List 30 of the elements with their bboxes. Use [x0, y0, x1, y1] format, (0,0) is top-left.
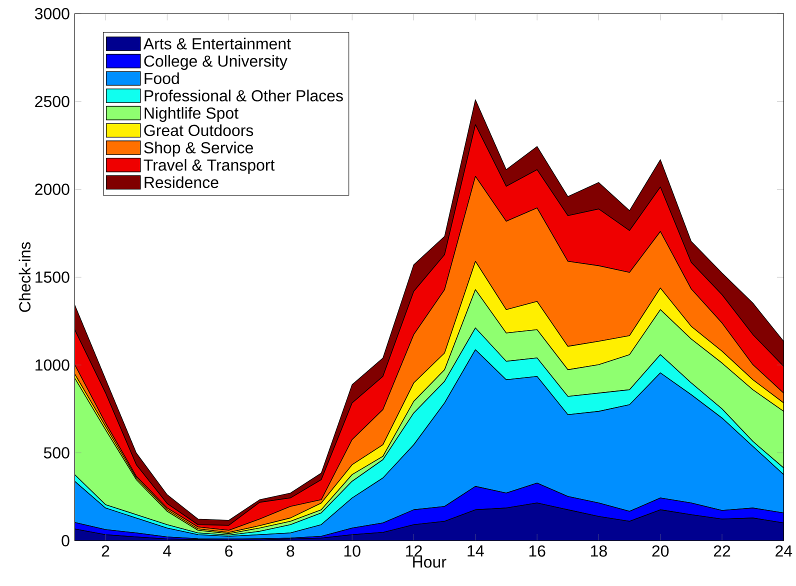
x-tick-label: 14 [468, 545, 484, 556]
x-axis-title: Hour [413, 556, 446, 568]
y-tick-label: 1500 [36, 272, 70, 283]
legend-label: Residence [144, 176, 218, 188]
legend-label: Travel & Transport [144, 159, 275, 174]
x-tick-label: 2 [102, 545, 110, 557]
y-tick-label: 500 [44, 447, 70, 458]
y-tick-label: 0 [62, 535, 70, 546]
x-tick-label: 8 [286, 545, 294, 557]
legend-label: Food [144, 72, 179, 84]
x-tick-label: 18 [591, 545, 607, 557]
y-tick-label: 2500 [35, 96, 70, 108]
legend-label: College & University [144, 55, 288, 70]
x-tick-label: 16 [529, 545, 546, 557]
legend-label: Arts & Entertainment [143, 38, 291, 50]
x-tick-label: 10 [344, 545, 360, 557]
legend-label: Great Outdoors [144, 124, 254, 136]
legend-label: Shop & Service [144, 142, 253, 157]
legend-label: Nightlife Spot [144, 107, 238, 122]
x-tick-label: 22 [714, 545, 730, 557]
x-tick-label: 12 [406, 545, 422, 557]
y-axis-title: Check-ins [18, 242, 31, 312]
x-tick-label: 20 [652, 545, 669, 557]
x-tick-label: 4 [163, 545, 172, 556]
y-tick-label: 3000 [34, 8, 70, 20]
x-tick-label: 24 [776, 545, 792, 557]
legend-label: Professional & Other Places [144, 90, 343, 102]
x-tick-label: 6 [225, 545, 233, 557]
y-tick-label: 2000 [35, 184, 70, 195]
y-tick-label: 1000 [36, 359, 70, 371]
